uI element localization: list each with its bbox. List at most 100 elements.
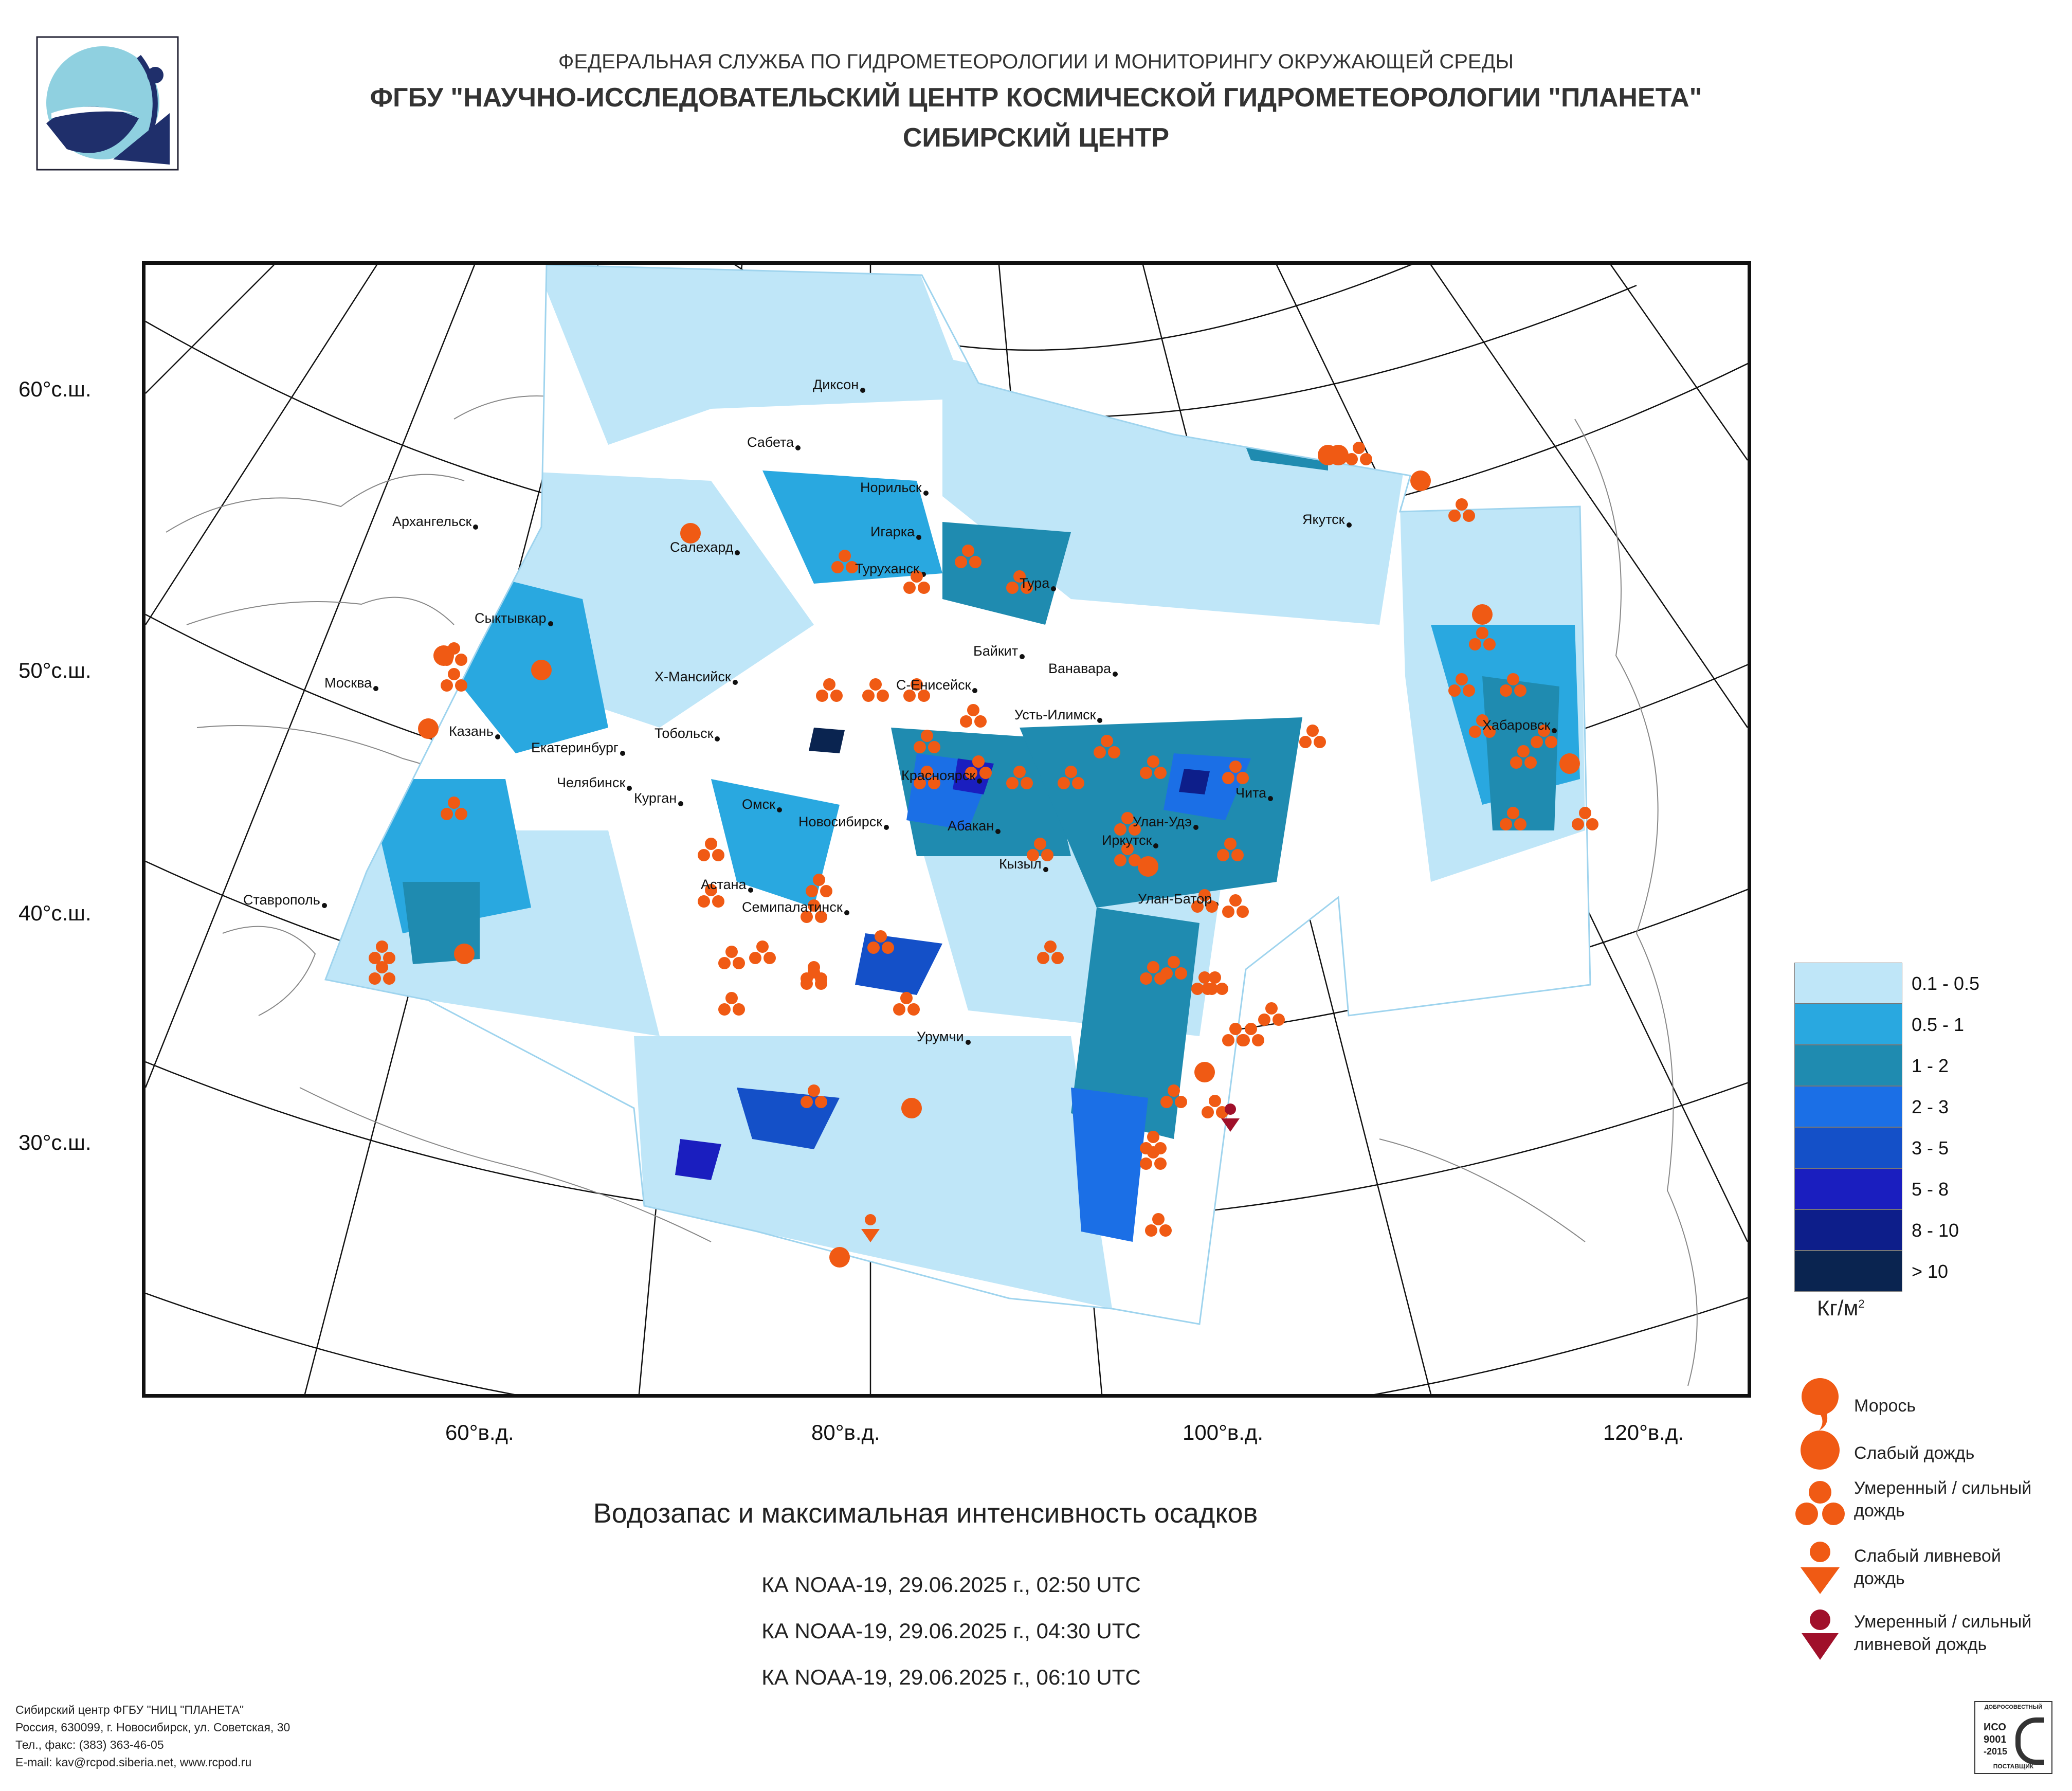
moderate-rain-symbol-4-a [1456, 673, 1468, 685]
moderate-rain-symbol-37-a [1265, 1002, 1278, 1015]
moderate-rain-symbol-28-b [1217, 849, 1229, 861]
moderate-rain-symbol-10-a [962, 545, 974, 557]
city-dot-29 [1043, 867, 1048, 872]
city-dot-3 [1347, 522, 1352, 528]
moderate-rain-symbol-30-c [1206, 900, 1218, 913]
city-label-baykit: Байкит [973, 643, 1019, 659]
moderate-rain-symbol-50-a [900, 992, 913, 1004]
city-dot-8 [1051, 586, 1056, 591]
moderate-rain-symbol-50-b [893, 1003, 905, 1016]
moderate-rain-symbol-28-a [1224, 838, 1237, 850]
light-rain-symbol-1 [1410, 471, 1431, 491]
moderate-rain-symbol-60-b [1037, 952, 1049, 964]
shower-symbol-0-dot [865, 1214, 876, 1225]
moderate-rain-symbol-11-a [1013, 570, 1026, 583]
moderate-rain-symbol-9-c [1514, 818, 1526, 830]
city-dot-15 [1097, 718, 1102, 723]
city-label-krasnoyarsk: Красноярск [901, 768, 976, 783]
light-rain-symbol-5 [418, 718, 439, 739]
city-dot-21 [627, 786, 632, 791]
light-rain-symbol-6 [1472, 604, 1493, 625]
moderate-rain-symbol-8-b [1572, 818, 1584, 830]
moderate-rain-symbol-23-c [1237, 772, 1249, 784]
city-label-dikson: Диксон [813, 377, 859, 392]
lat-label-50: 50°с.ш. [19, 658, 92, 682]
iso-badge-l1: ИСО [1984, 1722, 2006, 1733]
moderate-rain-symbol-30-b [1191, 900, 1204, 913]
moderate-rain-symbol-33-b [1140, 972, 1152, 985]
moderate-rain-symbol-52-a [1152, 1213, 1165, 1225]
moderate-rain-symbol-44-a [705, 884, 717, 896]
legend-swatch-8 [1794, 1251, 1902, 1292]
moderate-rain-symbol-50-c [907, 1003, 920, 1016]
legend-unit: Кг/м2 [1817, 1296, 1865, 1320]
light-rain-symbol-9 [1194, 1062, 1215, 1082]
moderate-rain-symbol-9-a [1507, 807, 1519, 819]
city-label-khabarovsk: Хабаровск [1482, 717, 1551, 733]
lon-label-100: 100°в.д. [1183, 1420, 1264, 1444]
city-dot-23 [777, 807, 782, 812]
city-label-khmansiysk: Х-Мансийск [655, 669, 731, 684]
moderate-rain-symbol-1-c [1463, 510, 1475, 522]
legend-symbol-label-light-shower: Слабый ливневой дождь [1854, 1546, 2001, 1588]
moderate-rain-symbol-57-b [441, 808, 453, 820]
city-label-kyzyl: Кызыл [999, 856, 1042, 872]
moderate-rain-symbol-24-a [1306, 725, 1319, 737]
moderate-rain-symbol-13-a [869, 678, 882, 691]
city-label-s-eniseysk: С-Енисейск [896, 677, 971, 693]
moderate-rain-symbol-6-a [1538, 725, 1550, 737]
moderate-rain-symbol-54-a [725, 992, 738, 1004]
lat-label-40: 40°с.ш. [19, 901, 92, 925]
moderate-rain-symbol-15-a [967, 704, 979, 716]
iso-badge-l3: -2015 [1984, 1746, 2008, 1757]
moderate-rain-symbol-57-a [448, 797, 460, 809]
footer-line-3: Тел., факс: (383) 363-46-05 [15, 1738, 164, 1751]
moderate-rain-symbol-59-b [369, 972, 381, 985]
legend-unit-sup: 2 [1858, 1297, 1865, 1310]
moderate-rain-symbol-4-b [1448, 684, 1461, 697]
legend-symbol-label-heavy-shower: Умеренный / сильный ливневой дождь [1854, 1612, 2032, 1654]
city-dot-32 [322, 903, 327, 908]
moderate-rain-symbol-48-b [749, 952, 761, 964]
city-dot-20 [977, 779, 982, 784]
moderate-rain-symbol-38-b [1160, 1096, 1173, 1108]
city-dot-11 [1113, 672, 1118, 677]
moderate-rain-symbol-26-a [1121, 812, 1134, 824]
light-rain-symbol-2 [680, 523, 701, 544]
moderate-rain-symbol-16-a [921, 730, 933, 742]
moderate-rain-symbol-49-a [875, 930, 887, 943]
city-dot-30 [748, 888, 753, 893]
shower-symbol-1-cone [1221, 1118, 1240, 1132]
moderate-rain-symbol-1-b [1448, 510, 1461, 522]
moderate-rain-symbol-22-b [1140, 767, 1152, 779]
moderate-rain-symbol-15-c [974, 715, 987, 728]
moderate-rain-symbol-62-c [830, 690, 843, 702]
moderate-rain-symbol-37-b [1258, 1014, 1270, 1026]
moderate-rain-symbol-32-b [1191, 983, 1204, 995]
city-label-tura: Тура [1020, 575, 1050, 591]
moderate-rain-symbol-3-b [1500, 684, 1512, 697]
legend-class-label-8: > 10 [1912, 1261, 1949, 1282]
footer-line-2: Россия, 630099, г. Новосибирск, ул. Сове… [15, 1721, 290, 1734]
moderate-rain-symbol-43-b [698, 849, 710, 861]
lon-label-60: 60°в.д. [445, 1420, 514, 1444]
city-label-arkhangelsk: Архангельск [392, 514, 472, 529]
moderate-rain-symbol-37-c [1273, 1014, 1285, 1026]
iso-badge: ДОБРОСОВЕСТНЫЙ ИСО 9001 -2015 ПОСТАВЩИК [1974, 1701, 2052, 1774]
moderate-rain-symbol-61-b [831, 561, 844, 573]
moderate-rain-symbol-53-c [733, 957, 745, 969]
lon-label-80: 80°в.д. [811, 1420, 880, 1444]
pass-line-2: КА NOAA-19, 29.06.2025 г., 04:30 UTC [761, 1619, 1141, 1643]
city-dot-34 [966, 1040, 971, 1045]
moderate-rain-symbol-14-b [903, 690, 916, 702]
moderate-rain-symbol-62-b [816, 690, 828, 702]
moderate-rain-symbol-12-b [903, 582, 916, 594]
city-label-yakutsk: Якутск [1302, 512, 1345, 527]
legend-class-label-7: 8 - 10 [1912, 1220, 1959, 1241]
city-label-ust-ilimsk: Усть-Илимск [1014, 707, 1096, 722]
iso-badge-l2: 9001 [1984, 1734, 2007, 1745]
city-dot-6 [735, 550, 740, 555]
city-dot-1 [795, 445, 801, 450]
city-dot-18 [620, 751, 625, 756]
moderate-rain-symbol-51-b [801, 1096, 813, 1108]
